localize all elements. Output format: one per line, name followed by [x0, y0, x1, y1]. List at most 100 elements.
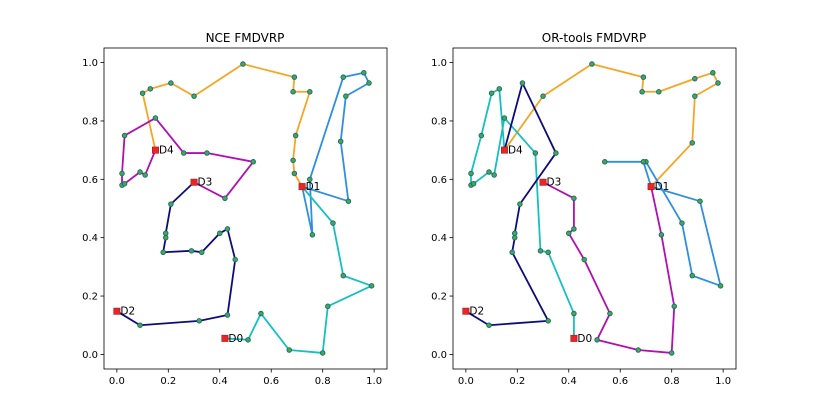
y-tick-label: 0.8 [82, 116, 98, 127]
customer-point [545, 249, 551, 256]
customer-point [537, 248, 544, 254]
customer-point [309, 232, 316, 238]
customer-point [181, 150, 187, 156]
customer-point [137, 322, 143, 328]
depot-label: D4 [159, 145, 174, 157]
customer-point [160, 249, 166, 256]
y-tick-label: 0.6 [82, 175, 98, 186]
customer-point [290, 157, 296, 164]
chart-title: NCE FMDVRP [206, 31, 285, 45]
customer-point [496, 86, 503, 92]
y-tick-label: 1.0 [431, 58, 447, 69]
x-tick-label: 0.6 [263, 376, 279, 387]
x-tick-label: 0.6 [612, 376, 628, 387]
customer-point [139, 90, 146, 96]
x-tick-label: 1.0 [366, 376, 382, 387]
y-tick-label: 0.0 [431, 350, 447, 361]
depot-marker [501, 146, 508, 154]
customer-point [291, 74, 298, 80]
customer-point [291, 170, 298, 177]
customer-point [366, 80, 372, 86]
customer-point [486, 322, 492, 328]
customer-point [168, 201, 174, 207]
customer-point [581, 256, 587, 263]
customer-point [553, 150, 559, 156]
customer-point [343, 93, 349, 99]
customer-point [224, 312, 231, 318]
customer-point [486, 169, 492, 175]
route-line-1 [141, 63, 311, 188]
customer-point [345, 198, 352, 204]
customer-point [488, 90, 495, 96]
customer-point [594, 337, 600, 343]
depot-marker [221, 334, 229, 342]
customer-point [656, 89, 662, 95]
customer-point [121, 180, 128, 187]
customer-point [715, 80, 721, 86]
customer-point [162, 230, 169, 237]
y-tick-label: 0.8 [431, 116, 447, 127]
customer-point [121, 132, 128, 139]
x-tick-label: 1.0 [715, 376, 731, 387]
depot-label: D3 [547, 177, 562, 189]
customer-point [325, 303, 331, 310]
depot-label: D0 [228, 333, 243, 345]
x-tick-label: 0.8 [315, 376, 331, 387]
customer-point [639, 89, 645, 95]
axis-ticks: 0.0 0.2 0.4 0.6 0.8 1.0 0.0 0.2 0.4 0.6 0.8 1.0 [431, 58, 731, 387]
y-tick-label: 0.2 [82, 292, 98, 303]
route-line-4 [116, 181, 237, 327]
customer-point [368, 283, 375, 289]
x-tick-label: 0.2 [509, 376, 525, 387]
depot-marker [462, 307, 470, 315]
x-tick-label: 0.0 [458, 376, 474, 387]
depot-label: D1 [655, 181, 670, 193]
customer-point [240, 61, 246, 67]
x-tick-label: 0.2 [160, 376, 176, 387]
chart-title: OR-tools FMDVRP [542, 31, 646, 45]
customer-point [232, 256, 238, 263]
customer-point [292, 132, 299, 139]
customer-point [491, 172, 497, 178]
panel-nce: NCE FMDVRP D0 D1 D2 D3 D4 0.0 0.2 0.4 0.6 0.8 1.0… [82, 31, 388, 387]
customer-point [250, 159, 256, 165]
customer-point [337, 138, 344, 145]
axes-frame [452, 47, 737, 370]
customer-point [245, 337, 251, 343]
customer-point [340, 272, 347, 279]
customer-point [566, 230, 572, 237]
customer-point [307, 89, 313, 95]
customer-point [509, 249, 515, 256]
route-line-2 [301, 71, 370, 236]
customer-point [635, 347, 641, 353]
customer-point [224, 226, 231, 232]
x-tick-label: 0.4 [561, 376, 577, 387]
depot-marker [539, 178, 547, 186]
route-line-4 [465, 82, 557, 327]
y-tick-label: 0.4 [82, 233, 98, 244]
customer-point [119, 170, 125, 177]
plot-area: D0 D1 D2 D3 D4 [462, 61, 724, 356]
customer-point [258, 310, 264, 317]
depot-marker [152, 146, 159, 154]
axes-frame [103, 47, 388, 370]
depot-label: D1 [306, 181, 321, 193]
depot-label: D0 [577, 333, 592, 345]
customer-point [671, 303, 678, 310]
customer-point [286, 347, 292, 353]
customer-point [162, 234, 169, 241]
customer-point [319, 350, 326, 356]
customer-point [607, 310, 613, 317]
route-line-1 [503, 63, 719, 188]
customer-point [532, 150, 539, 156]
customer-point [222, 195, 228, 202]
customer-point [658, 232, 665, 238]
depot-marker [298, 183, 306, 191]
customer-point [196, 318, 202, 324]
customer-point [571, 310, 577, 317]
y-tick-label: 0.2 [431, 292, 447, 303]
customer-point [545, 318, 551, 324]
y-tick-label: 0.4 [431, 233, 447, 244]
plot-area: D0 D1 D2 D3 D4 [113, 61, 375, 356]
customer-point [330, 220, 336, 226]
